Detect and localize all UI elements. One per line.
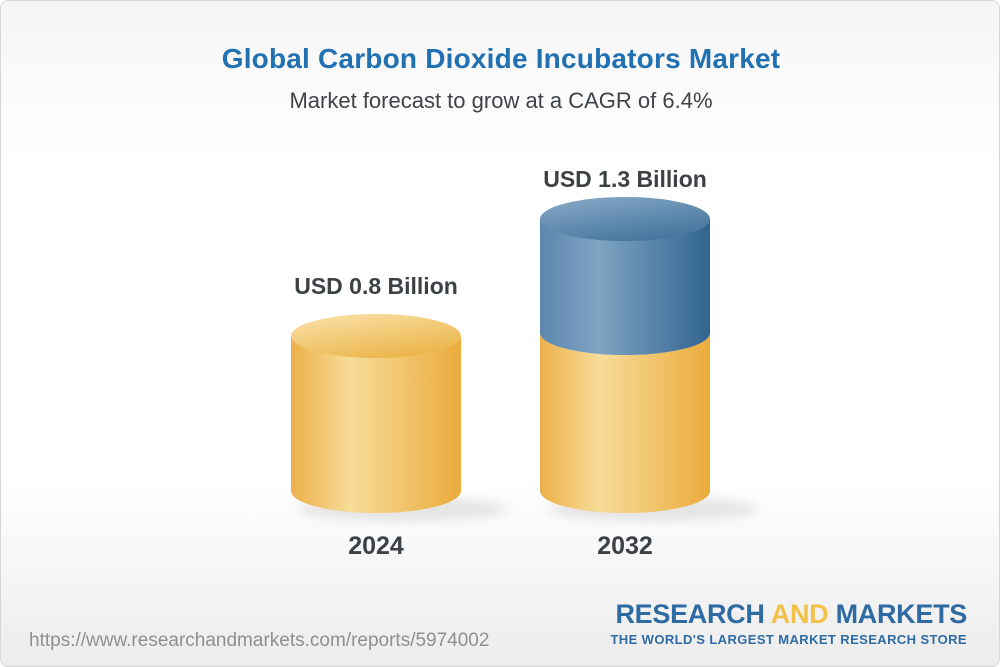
value-label-2024: USD 0.8 Billion (294, 273, 458, 299)
logo-word-and: AND (770, 599, 829, 629)
logo-wordmark: RESEARCH AND MARKETS (610, 601, 967, 628)
page-title: Global Carbon Dioxide Incubators Market (221, 43, 781, 74)
page-subtitle: Market forecast to grow at a CAGR of 6.4… (289, 88, 713, 113)
value-label-2032: USD 1.3 Billion (543, 166, 707, 192)
logo-tagline: THE WORLD'S LARGEST MARKET RESEARCH STOR… (610, 632, 967, 647)
bar-2024-cylinder (291, 314, 461, 513)
bar-2032-gold-segment (540, 333, 710, 513)
axis-label-2032: 2032 (597, 532, 653, 560)
bar-2032-cylinder (540, 197, 710, 513)
research-and-markets-logo: RESEARCH AND MARKETS THE WORLD'S LARGEST… (610, 601, 967, 647)
logo-word-research: RESEARCH (615, 599, 765, 629)
axis-label-2024: 2024 (348, 532, 404, 560)
source-url-link[interactable]: https://www.researchandmarkets.com/repor… (29, 630, 490, 651)
logo-word-markets: MARKETS (835, 599, 968, 629)
bar-2032-blue-segment (540, 219, 710, 355)
